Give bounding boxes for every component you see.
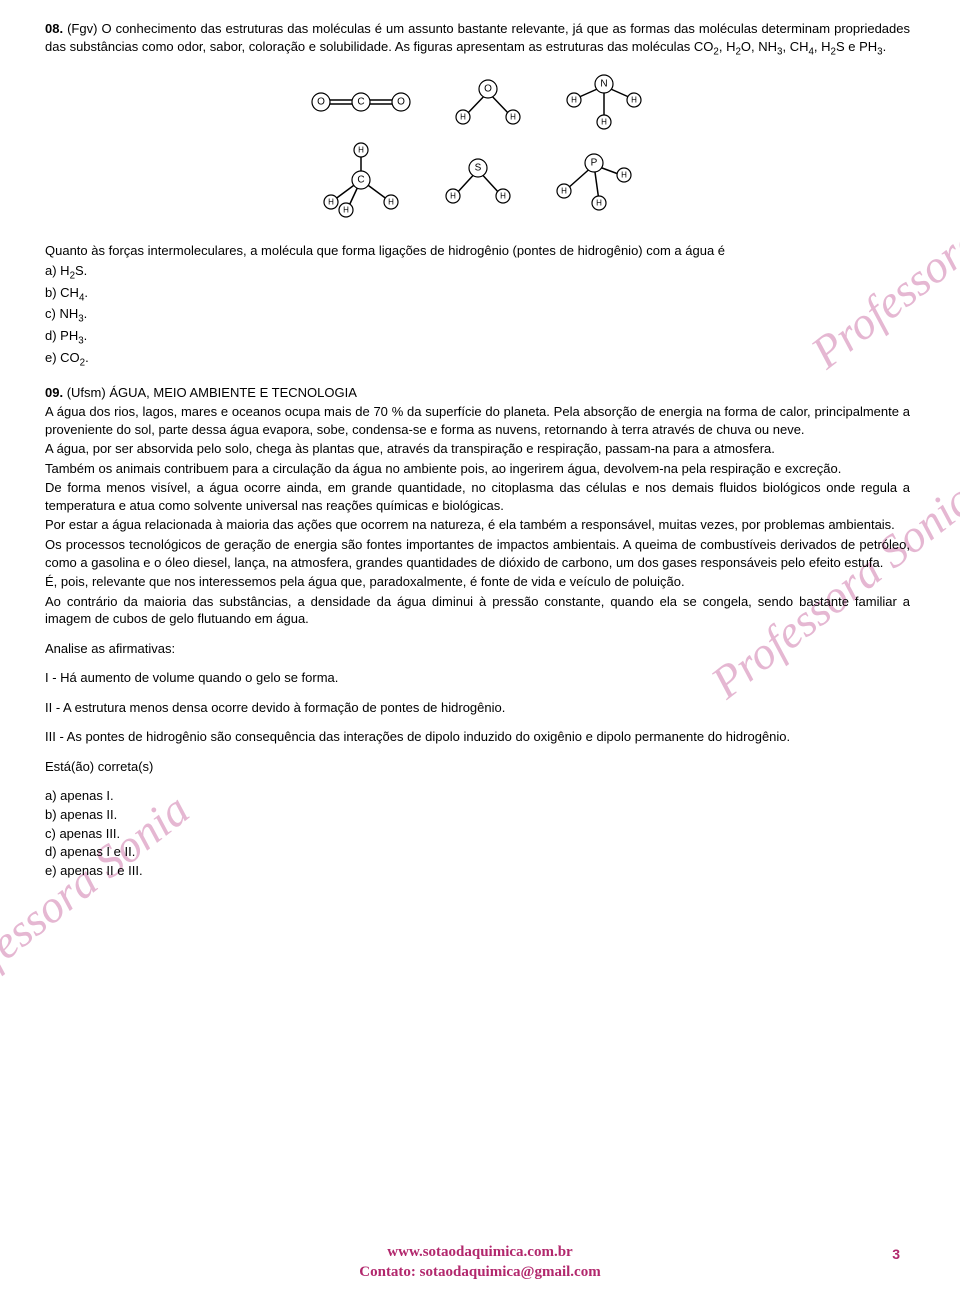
svg-text:C: C [357, 97, 364, 108]
q09-option-a: a) apenas I. [45, 787, 910, 805]
q08-option-c: c) NH3. [45, 305, 910, 326]
q09-source: (Ufsm) [67, 385, 106, 400]
q09-p5: Por estar a água relacionada à maioria d… [45, 516, 910, 534]
q08-option-a: a) H2S. [45, 262, 910, 283]
svg-text:C: C [357, 175, 364, 186]
q08-number: 08. [45, 21, 63, 36]
q08-intro: 08. (Fgv) O conhecimento das estruturas … [45, 20, 910, 58]
q08-source: (Fgv) [67, 21, 97, 36]
q09-option-b: b) apenas II. [45, 806, 910, 824]
q08-option-b: b) CH4. [45, 284, 910, 305]
q09-title: ÁGUA, MEIO AMBIENTE E TECNOLOGIA [109, 385, 357, 400]
q09-p7: É, pois, relevante que nos interessemos … [45, 573, 910, 591]
svg-text:H: H [561, 187, 567, 196]
svg-text:H: H [388, 198, 394, 207]
q08-answers: a) H2S. b) CH4. c) NH3. d) PH3. e) CO2. [45, 262, 910, 370]
molecule-nh3-icon: N H H H [559, 72, 649, 132]
footer: www.sotaodaquimica.com.br Contato: sotao… [0, 1242, 960, 1283]
q09-header: 09. (Ufsm) ÁGUA, MEIO AMBIENTE E TECNOLO… [45, 384, 910, 402]
q09-option-c: c) apenas III. [45, 825, 910, 843]
svg-text:H: H [358, 146, 364, 155]
svg-text:H: H [343, 206, 349, 215]
svg-text:P: P [591, 158, 598, 169]
q09-statement-iii: III - As pontes de hidrogênio são conseq… [45, 728, 910, 746]
q09-p8: Ao contrário da maioria das substâncias,… [45, 593, 910, 628]
molecule-ph3-icon: P H H H [549, 145, 639, 215]
q09-p6: Os processos tecnológicos de geração de … [45, 536, 910, 571]
q09-p4: De forma menos visível, a água ocorre ai… [45, 479, 910, 514]
footer-site: www.sotaodaquimica.com.br [0, 1242, 960, 1262]
svg-text:H: H [328, 198, 334, 207]
q09-p1: A água dos rios, lagos, mares e oceanos … [45, 403, 910, 438]
q09-esta: Está(ão) correta(s) [45, 758, 910, 776]
molecule-co2-icon: O C O [306, 82, 416, 122]
q08-stem: Quanto às forças intermoleculares, a mol… [45, 242, 910, 260]
svg-text:O: O [484, 84, 492, 95]
svg-text:H: H [596, 199, 602, 208]
svg-text:S: S [474, 163, 481, 174]
svg-text:N: N [601, 79, 608, 90]
q09-answers: a) apenas I. b) apenas II. c) apenas III… [45, 787, 910, 879]
question-09: 09. (Ufsm) ÁGUA, MEIO AMBIENTE E TECNOLO… [45, 384, 910, 880]
q08-option-d: d) PH3. [45, 327, 910, 348]
q09-option-e: e) apenas II e III. [45, 862, 910, 880]
q09-statement-i: I - Há aumento de volume quando o gelo s… [45, 669, 910, 687]
svg-text:H: H [621, 171, 627, 180]
svg-text:H: H [450, 192, 456, 201]
q09-option-d: d) apenas I e II. [45, 843, 910, 861]
question-08: 08. (Fgv) O conhecimento das estruturas … [45, 20, 910, 370]
svg-text:O: O [317, 97, 325, 108]
svg-text:H: H [601, 118, 607, 127]
svg-text:O: O [397, 97, 405, 108]
molecule-h2s-icon: S H H [438, 150, 518, 210]
q09-statement-ii: II - A estrutura menos densa ocorre devi… [45, 699, 910, 717]
svg-text:H: H [571, 96, 577, 105]
footer-contact: Contato: sotaodaquimica@gmail.com [0, 1262, 960, 1282]
q09-number: 09. [45, 385, 63, 400]
q09-p2: A água, por ser absorvida pelo solo, che… [45, 440, 910, 458]
molecule-diagrams: O C O O H H N H H H C [45, 68, 910, 224]
svg-text:H: H [631, 96, 637, 105]
q08-option-e: e) CO2. [45, 349, 910, 370]
svg-text:H: H [510, 113, 516, 122]
molecule-h2o-icon: O H H [448, 77, 528, 127]
svg-text:H: H [500, 192, 506, 201]
q09-p3: Também os animais contribuem para a circ… [45, 460, 910, 478]
molecule-ch4-icon: C H H H H [316, 140, 406, 220]
q09-analise: Analise as afirmativas: [45, 640, 910, 658]
svg-text:H: H [460, 113, 466, 122]
